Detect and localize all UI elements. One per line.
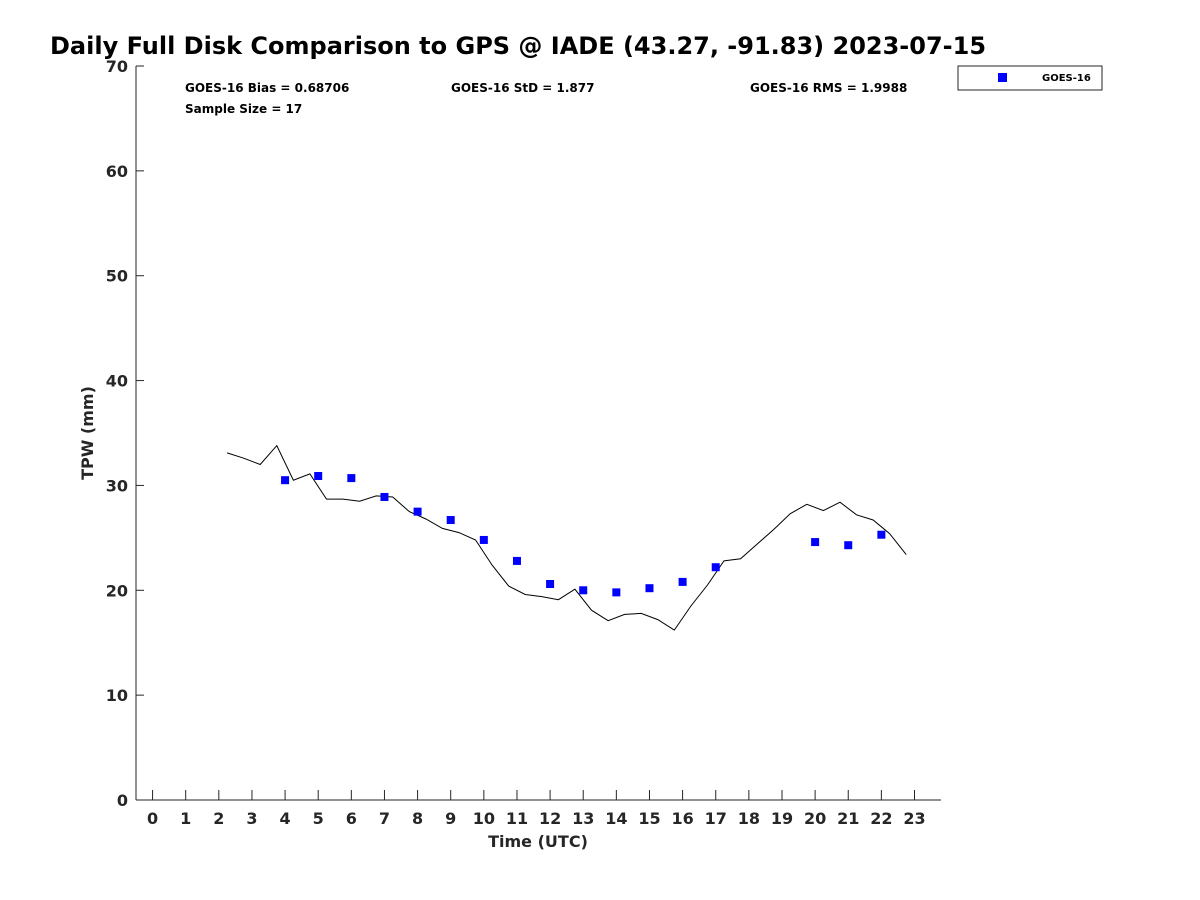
x-tick-label: 5	[313, 809, 324, 828]
goes16-point	[877, 530, 886, 539]
x-tick-label: 2	[213, 809, 224, 828]
x-tick-label: 0	[147, 809, 158, 828]
goes16-point	[380, 492, 389, 501]
goes16-point	[844, 541, 853, 550]
legend-marker-goes16	[998, 73, 1007, 82]
legend-box	[957, 65, 1103, 91]
x-tick-label: 8	[412, 809, 423, 828]
x-tick-label: 20	[804, 809, 826, 828]
y-tick-label: 70	[106, 57, 128, 76]
goes16-point	[512, 556, 521, 565]
x-tick-label: 10	[473, 809, 495, 828]
x-tick-label: 18	[738, 809, 760, 828]
legend: GOES-16	[957, 65, 1103, 91]
x-tick-label: 23	[903, 809, 925, 828]
stat-sample-size: Sample Size = 17	[185, 102, 302, 116]
y-tick-label: 40	[106, 372, 128, 391]
y-tick-label: 30	[106, 476, 128, 495]
chart-title: Daily Full Disk Comparison to GPS @ IADE…	[50, 32, 986, 60]
x-tick-label: 3	[246, 809, 257, 828]
x-tick-label: 13	[572, 809, 594, 828]
x-tick-label: 1	[180, 809, 191, 828]
x-tick-label: 11	[506, 809, 528, 828]
stat-rms: GOES-16 RMS = 1.9988	[750, 81, 907, 95]
x-tick-label: 4	[280, 809, 291, 828]
x-tick-label: 12	[539, 809, 561, 828]
x-tick-label: 15	[638, 809, 660, 828]
legend-label-goes16: GOES-16	[1042, 73, 1091, 84]
goes16-point	[579, 586, 588, 595]
goes16-point	[347, 474, 356, 483]
y-tick-label: 50	[106, 267, 128, 286]
goes16-point	[281, 476, 290, 485]
stat-bias: GOES-16 Bias = 0.68706	[185, 81, 349, 95]
y-tick-label: 60	[106, 162, 128, 181]
goes16-point	[711, 563, 720, 572]
gps-line	[226, 444, 907, 631]
x-tick-label: 14	[605, 809, 627, 828]
goes16-series	[281, 471, 886, 597]
x-tick-label: 21	[837, 809, 859, 828]
goes16-point	[645, 584, 654, 593]
y-tick-label: 10	[106, 686, 128, 705]
x-ticks: 0 1 2 3 4 5 6 7 8 9 10 11 12 13 14 15 16 17 18 19 20 21 22 23	[147, 790, 926, 828]
x-tick-label: 17	[705, 809, 727, 828]
goes16-point	[314, 471, 323, 480]
x-axis-label: Time (UTC)	[488, 832, 588, 851]
y-ticks: 0 10 20 30 40 50 60 70	[106, 57, 144, 810]
x-tick-label: 19	[771, 809, 793, 828]
y-axis-label: TPW (mm)	[78, 386, 97, 480]
x-tick-label: 16	[671, 809, 693, 828]
x-tick-label: 9	[445, 809, 456, 828]
goes16-point	[811, 538, 820, 547]
goes16-point	[479, 535, 488, 544]
goes16-point	[546, 579, 555, 588]
goes16-point	[446, 516, 455, 525]
goes16-point	[413, 507, 422, 516]
stat-std: GOES-16 StD = 1.877	[451, 81, 594, 95]
goes16-point	[678, 577, 687, 586]
y-tick-label: 20	[106, 581, 128, 600]
goes16-point	[612, 588, 621, 597]
x-tick-label: 7	[379, 809, 390, 828]
x-tick-label: 22	[870, 809, 892, 828]
gps-series	[226, 444, 907, 631]
y-tick-label: 0	[117, 791, 128, 810]
x-tick-label: 6	[346, 809, 357, 828]
